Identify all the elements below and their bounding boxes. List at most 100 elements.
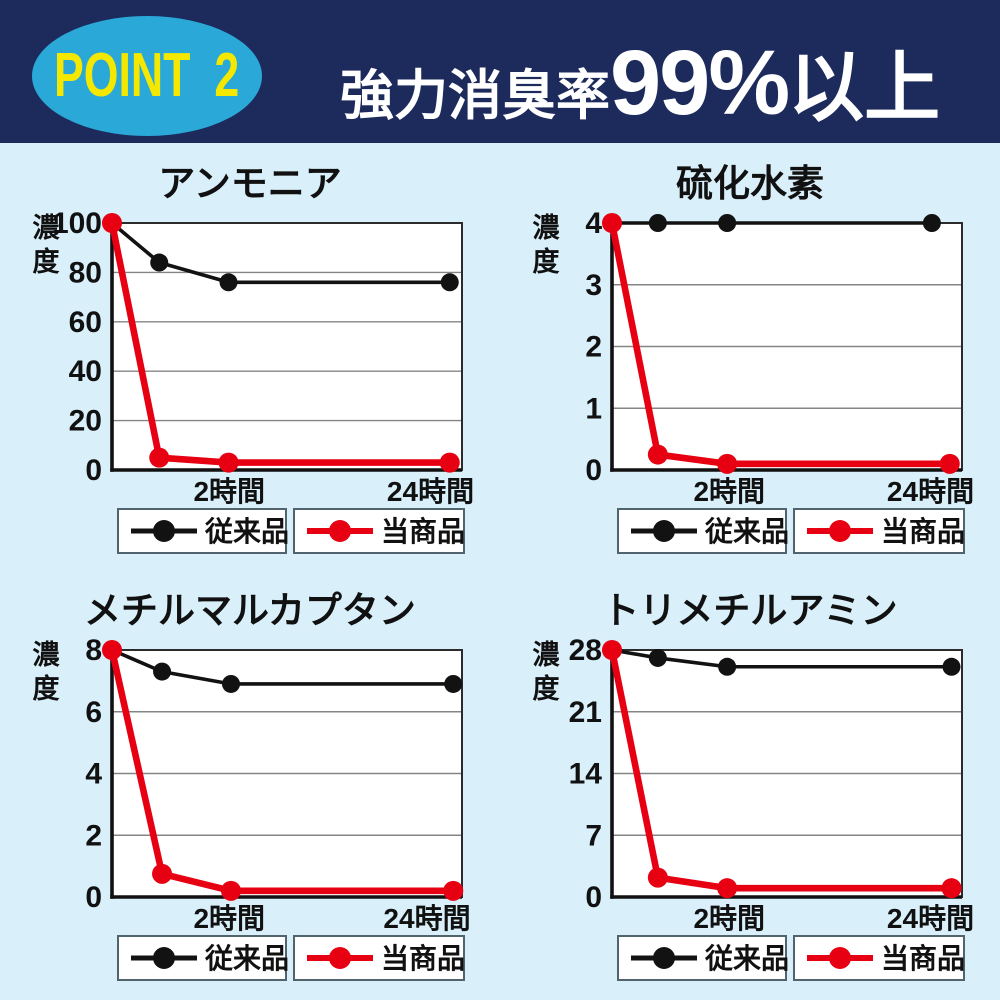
- y-tick-label: 6: [85, 696, 102, 729]
- series-line-product: [108, 646, 457, 895]
- series-point-product: [149, 447, 170, 468]
- y-tick-label: 14: [569, 758, 603, 791]
- y-tick-label: 0: [85, 881, 102, 914]
- legend-dot-conventional: [653, 520, 675, 542]
- series-point-conventional: [444, 674, 463, 693]
- legend-box-product: [293, 508, 465, 554]
- series-point-conventional: [718, 657, 737, 676]
- y-tick-label: 21: [569, 696, 602, 729]
- series-line-conventional: [610, 648, 954, 669]
- series-point-conventional: [440, 273, 459, 292]
- series-point-product: [602, 640, 622, 660]
- point-badge: POINT 2: [32, 16, 262, 136]
- header-title-number: 99%: [610, 32, 790, 134]
- series-point-product: [221, 880, 241, 901]
- series-point-conventional: [648, 648, 667, 667]
- x-tick-label: 2時間: [693, 903, 765, 934]
- chart-title: アンモニア: [158, 163, 342, 204]
- series-point-conventional: [219, 273, 238, 292]
- y-tick-label: 0: [85, 454, 102, 487]
- series-line-conventional: [110, 648, 456, 686]
- legend-label-product: 当商品: [881, 943, 965, 974]
- y-axis-title-char: 度: [533, 246, 560, 277]
- chart-trimethylamine: トリメチルアミン 0 7 14 21 28 濃度 2時間 24時間従来品 当商品: [500, 570, 1000, 1000]
- x-tick-label: 2時間: [193, 476, 265, 507]
- y-axis-title-char: 濃: [33, 213, 61, 243]
- legend-label-product: 当商品: [381, 516, 465, 547]
- series-point-conventional: [153, 662, 172, 681]
- legend-dot-product: [829, 520, 851, 542]
- legend-label-product: 当商品: [881, 516, 965, 547]
- series-point-product: [439, 452, 460, 473]
- header-title-prefix: 強力消臭率: [340, 66, 610, 126]
- y-tick-label: 3: [585, 269, 602, 302]
- series-point-product: [218, 452, 239, 473]
- x-tick-label: 24時間: [387, 476, 474, 507]
- header: POINT 2 強力消臭率99%以上: [0, 0, 1000, 143]
- x-tick-label: 24時間: [887, 903, 974, 934]
- chart-title: トリメチルアミン: [602, 590, 898, 631]
- series-point-conventional: [222, 674, 240, 693]
- y-tick-label: 2: [85, 819, 102, 852]
- y-tick-label: 0: [585, 454, 602, 487]
- y-tick-label: 0: [585, 881, 602, 914]
- legend-dot-product: [829, 947, 851, 969]
- y-tick-label: 2: [585, 331, 602, 364]
- chart-title: 硫化水素: [676, 163, 824, 204]
- header-title-suffix: 以上: [788, 46, 941, 131]
- x-tick-label: 2時間: [193, 903, 265, 934]
- y-tick-label: 4: [85, 758, 102, 791]
- legend-label-conventional: 従来品: [704, 516, 789, 547]
- y-tick-label: 8: [85, 634, 102, 667]
- point-badge-label: POINT 2: [54, 41, 240, 110]
- header-title: 強力消臭率99%以上: [340, 37, 940, 129]
- series-line-product: [108, 219, 454, 466]
- chart-ammonia: アンモニア 0 20 40 60 80 100 濃度 2時間 24時間 従来品 当商品: [0, 143, 500, 570]
- y-axis-title-char: 濃: [533, 213, 561, 243]
- series-point-product: [443, 880, 464, 901]
- series-point-conventional: [942, 657, 961, 676]
- x-tick-label: 24時間: [887, 476, 974, 507]
- series-point-product: [647, 867, 668, 888]
- series-line-conventional: [110, 221, 452, 285]
- legend-dot-conventional: [653, 947, 675, 969]
- x-tick-label: 24時間: [383, 903, 470, 934]
- chart-title: メチルマルカプタン: [84, 590, 416, 631]
- series-point-product: [152, 863, 173, 884]
- series-point-product: [102, 640, 122, 660]
- y-axis-title-char: 度: [33, 673, 60, 704]
- series-point-product: [941, 878, 962, 899]
- y-axis-title-char: 度: [533, 673, 560, 704]
- legend-dot-conventional: [153, 520, 175, 542]
- chart-hydrogen-sulfide: 硫化水素 0 1 2 3 4 濃度 2時間 24時間 従来品 当商品: [500, 143, 1000, 570]
- series-line-product: [608, 646, 955, 892]
- series-point-product: [102, 213, 122, 233]
- legend-label-conventional: 従来品: [704, 943, 789, 974]
- y-tick-label: 20: [69, 405, 102, 438]
- legend-label-conventional: 従来品: [204, 516, 289, 547]
- legend-label-conventional: 従来品: [204, 943, 289, 974]
- x-tick-label: 2時間: [693, 476, 765, 507]
- y-tick-label: 1: [585, 392, 602, 425]
- series-point-conventional: [150, 253, 169, 272]
- y-tick-label: 80: [69, 256, 102, 289]
- series-point-conventional: [922, 214, 941, 232]
- legend-dot-product: [329, 947, 351, 969]
- series-point-product: [939, 453, 960, 474]
- series-point-product: [602, 213, 622, 233]
- legend-dot-product: [329, 520, 351, 542]
- series-point-product: [647, 444, 668, 465]
- y-tick-label: 100: [52, 207, 102, 240]
- y-tick-label: 7: [585, 819, 602, 852]
- y-axis-title-char: 度: [33, 246, 60, 277]
- series-point-conventional: [648, 214, 667, 232]
- legend-label-product: 当商品: [381, 943, 465, 974]
- y-tick-label: 28: [569, 634, 602, 667]
- series-point-conventional: [718, 214, 737, 232]
- y-axis-title-char: 濃: [533, 640, 561, 670]
